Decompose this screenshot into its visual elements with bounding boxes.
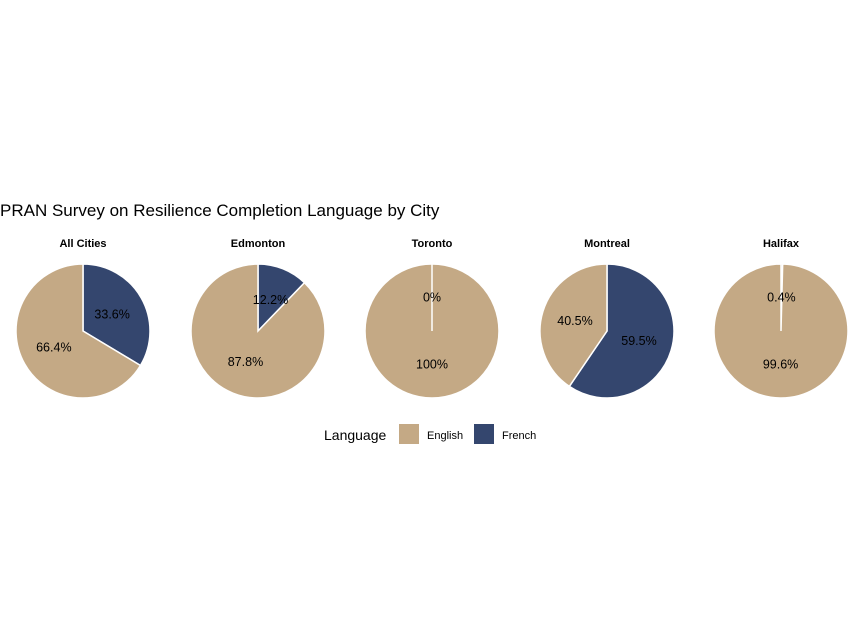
facet-montreal: Montreal 59.5% 40.5% (539, 238, 675, 399)
legend-label-english: English (427, 430, 463, 442)
legend-key-french (474, 424, 494, 444)
legend-label-french: French (502, 430, 536, 442)
facet-halifax: Halifax 0.4% 99.6% (713, 238, 849, 399)
pie-slice-all-cities-french (82, 263, 151, 367)
slice-label-toronto-english: 100% (416, 358, 448, 372)
pie-slice-montreal-french (568, 263, 675, 399)
facet-all-cities: All Cities 33.6% 66.4% (15, 238, 151, 399)
legend-key-english (399, 424, 419, 444)
facet-title: Edmonton (231, 238, 286, 250)
facet-title: All Cities (59, 238, 106, 250)
slice-label-all-cities-english: 66.4% (36, 341, 71, 355)
pie-slice-edmonton-english (190, 263, 326, 399)
pie-slice-halifax-english (713, 263, 849, 399)
slice-label-all-cities-french: 33.6% (94, 307, 129, 321)
pie-slice-montreal-english (539, 263, 608, 388)
slice-label-toronto-french: 0% (423, 291, 441, 305)
slice-label-montreal-french: 59.5% (621, 334, 656, 348)
facet-panels: All Cities 33.6% 66.4% Edmonton 12.2% 87.8% To… (15, 238, 849, 399)
slice-label-edmonton-english: 87.8% (228, 355, 263, 369)
facet-edmonton: Edmonton 12.2% 87.8% (190, 238, 326, 399)
chart-title: PRAN Survey on Resilience Completion Lan… (0, 201, 440, 220)
slice-label-halifax-english: 99.6% (763, 357, 798, 371)
facet-title: Montreal (584, 238, 630, 250)
facet-title: Halifax (763, 238, 800, 250)
slice-label-edmonton-french: 12.2% (253, 293, 288, 307)
legend: Language English French (324, 424, 536, 444)
facet-toronto: Toronto 0% 100% (364, 238, 500, 399)
slice-label-montreal-english: 40.5% (557, 314, 592, 328)
pie-slice-all-cities-english (15, 263, 142, 399)
legend-title: Language (324, 427, 387, 443)
slice-label-halifax-french: 0.4% (767, 291, 796, 305)
facet-title: Toronto (412, 238, 453, 250)
